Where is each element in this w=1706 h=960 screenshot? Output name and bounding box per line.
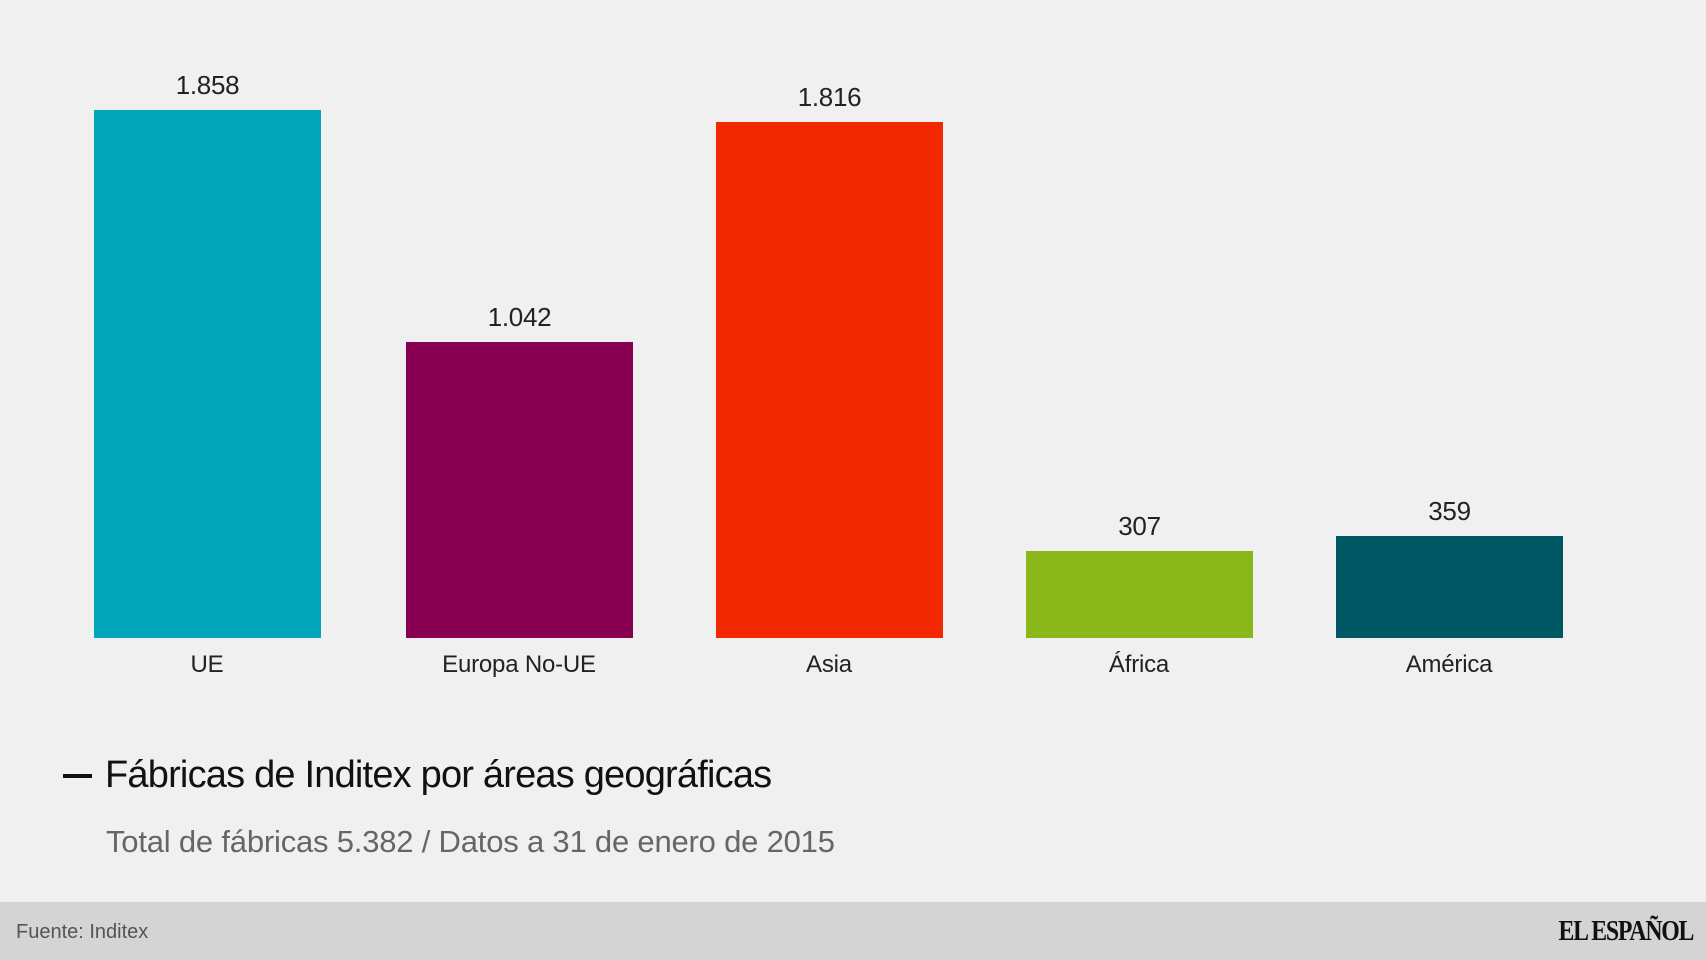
source-credit: Fuente: Inditex — [16, 921, 149, 943]
category-label-america: América — [1405, 651, 1493, 678]
title-dash-icon — [63, 774, 92, 778]
footer-bar: Fuente: Inditex EL ESPAÑOL — [0, 902, 1706, 960]
category-label-africa: África — [1108, 651, 1170, 678]
chart-title: Fábricas de Inditex por áreas geográfica… — [63, 752, 772, 798]
chart-subtitle: Total de fábricas 5.382 / Datos a 31 de … — [106, 824, 835, 859]
el-espanol-logo: EL ESPAÑOL — [1558, 915, 1694, 947]
bar-chart-plot: 1.858 UE 1.042 Europa No-UE 1.816 Asia 3… — [94, 70, 1563, 678]
value-label-ue: 1.858 — [175, 70, 240, 100]
category-label-asia: Asia — [806, 651, 852, 678]
category-label-ue: UE — [190, 651, 224, 678]
chart-title-text: Fábricas de Inditex por áreas geográfica… — [105, 754, 772, 796]
value-label-america: 359 — [1428, 496, 1471, 526]
bar-ue — [94, 110, 321, 638]
bar-america — [1336, 536, 1563, 638]
value-label-europa-no-ue: 1.042 — [487, 302, 552, 332]
value-label-asia: 1.816 — [797, 82, 862, 112]
bar-asia — [716, 122, 943, 638]
category-label-europa-no-ue: Europa No-UE — [442, 651, 596, 678]
bar-europa-no-ue — [406, 342, 633, 638]
bar-africa — [1026, 551, 1253, 638]
value-label-africa: 307 — [1118, 511, 1161, 541]
